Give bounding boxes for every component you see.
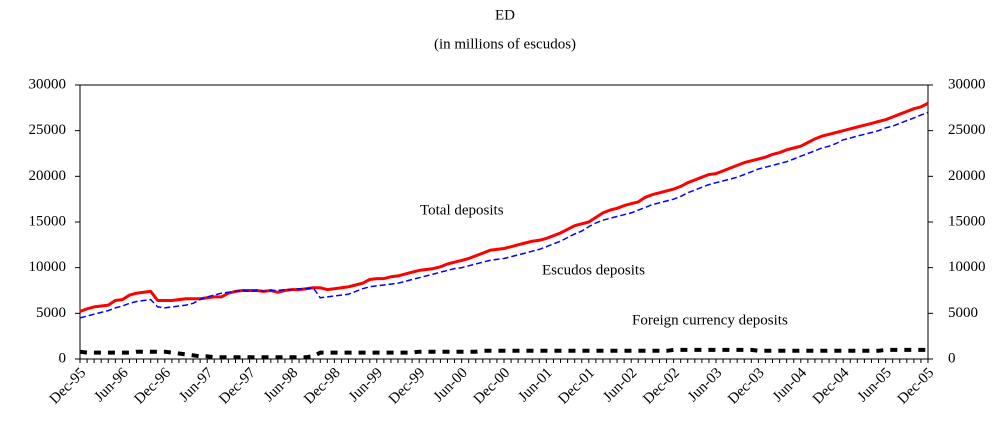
chart-subtitle: (in millions of escudos)	[434, 36, 576, 52]
y2-tick-label: 10000	[948, 259, 986, 275]
x-tick-label: Jun-00	[431, 365, 471, 405]
y2-tick-label: 15000	[948, 213, 986, 229]
y2-tick-label: 25000	[948, 122, 986, 138]
x-tick-label: Jun-99	[346, 365, 386, 405]
y2-tick-label: 20000	[948, 168, 986, 184]
series-line	[79, 347, 928, 360]
annotation: Foreign currency deposits	[632, 312, 788, 328]
y2-tick-label: 0	[948, 350, 956, 366]
x-tick-label: Jun-03	[685, 365, 725, 405]
plot-frame	[79, 84, 929, 360]
annotation: Escudos deposits	[542, 262, 645, 278]
x-tick-label: Dec-98	[301, 365, 344, 408]
y-tick-label: 10000	[29, 259, 67, 275]
x-tick-label: Dec-96	[132, 365, 175, 408]
x-tick-label: Dec-97	[216, 365, 259, 408]
x-tick-label: Dec-95	[47, 365, 90, 408]
x-tick-label: Jun-97	[176, 365, 217, 406]
x-tick-label: Jun-04	[770, 365, 811, 406]
y-tick-label: 20000	[29, 168, 67, 184]
y-tick-label: 5000	[36, 305, 66, 321]
x-tick-label: Jun-05	[855, 365, 895, 405]
x-tick-label: Dec-05	[895, 365, 938, 408]
x-tick-label: Jun-02	[600, 365, 640, 405]
x-tick-label: Dec-02	[640, 365, 683, 408]
annotation: Total deposits	[420, 202, 504, 218]
x-tick-label: Dec-99	[386, 365, 429, 408]
y-tick-label: 30000	[29, 76, 67, 92]
chart-title: ED	[495, 7, 515, 23]
y2-tick-label: 5000	[948, 305, 978, 321]
x-tick-label: Dec-03	[725, 365, 768, 408]
series-line	[79, 101, 929, 313]
series-line	[79, 111, 929, 319]
x-tick-label: Dec-00	[471, 365, 514, 408]
x-tick-label: Jun-98	[261, 365, 301, 405]
y-tick-label: 15000	[29, 213, 67, 229]
y-tick-label: 25000	[29, 122, 67, 138]
x-tick-label: Dec-04	[810, 365, 853, 408]
x-tick-label: Jun-01	[515, 365, 555, 405]
x-tick-label: Jun-96	[91, 365, 132, 406]
y-tick-label: 0	[59, 350, 67, 366]
x-tick-label: Dec-01	[556, 365, 599, 408]
y2-tick-label: 30000	[948, 76, 986, 92]
